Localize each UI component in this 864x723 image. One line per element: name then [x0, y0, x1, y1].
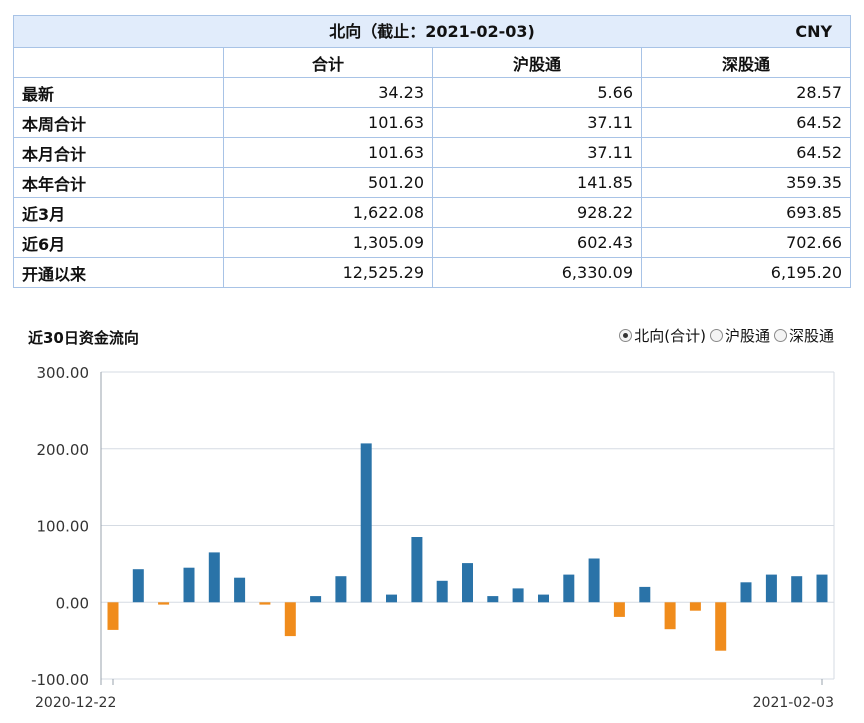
row-label: 近6月 — [13, 227, 224, 258]
chart-title: 近30日资金流向 — [28, 329, 139, 347]
row-label: 近3月 — [13, 197, 224, 228]
x-start-label: 2020-12-22 — [35, 695, 116, 711]
cell-sz: 359.35 — [640, 167, 852, 198]
radio-label: 深股通 — [788, 327, 834, 345]
bar[interactable] — [259, 602, 271, 605]
bar[interactable] — [360, 443, 372, 603]
cell-total: 1,305.09 — [223, 227, 433, 258]
bar[interactable] — [386, 594, 397, 603]
cell-total: 34.23 — [223, 77, 433, 108]
bar[interactable] — [462, 563, 473, 603]
bar[interactable] — [132, 569, 144, 603]
summary-header-row: 北向（截止：2021-02-03) CNY — [12, 15, 852, 48]
bar[interactable] — [765, 574, 777, 603]
bar[interactable] — [613, 602, 625, 617]
chart-grid — [101, 371, 835, 680]
cell-sz: 64.52 — [640, 137, 852, 168]
currency-label: CNY — [795, 22, 833, 41]
radio-northbound-total[interactable]: 北向(合计) — [619, 325, 706, 346]
bar[interactable] — [689, 602, 701, 611]
table-row: 开通以来 12,525.29 6,330.09 6,195.20 — [13, 257, 852, 288]
table-row: 本年合计 501.20 141.85 359.35 — [13, 167, 852, 198]
bar[interactable] — [158, 602, 170, 605]
bar[interactable] — [335, 576, 347, 603]
summary-table: 北向（截止：2021-02-03) CNY 合计 沪股通 深股通 最新 34.2… — [12, 15, 852, 288]
bar[interactable] — [284, 602, 296, 637]
row-label: 最新 — [13, 77, 224, 108]
row-label: 本月合计 — [13, 137, 224, 168]
cell-sh: 37.11 — [432, 137, 642, 168]
bar[interactable] — [234, 577, 246, 603]
bar[interactable] — [816, 574, 828, 603]
row-label: 开通以来 — [13, 257, 224, 288]
radio-unselected-icon[interactable] — [709, 329, 723, 342]
bar[interactable] — [310, 596, 322, 603]
y-tick-label: 200.00 — [37, 441, 90, 459]
column-header-row: 合计 沪股通 深股通 — [13, 47, 852, 78]
cell-total: 101.63 — [223, 137, 433, 168]
radio-shenzhen-connect[interactable]: 深股通 — [773, 325, 834, 346]
y-axis: 300.00 200.00 100.00 0.00 -100.00 — [31, 364, 102, 689]
fund-flow-chart: 300.00 200.00 100.00 0.00 -100.00 2020-12-22… — [31, 364, 835, 711]
summary-title: 北向（截止：2021-02-03) — [329, 22, 535, 41]
cell-sz: 28.57 — [640, 77, 852, 108]
y-tick-label: 100.00 — [37, 518, 90, 536]
cell-total: 501.20 — [223, 167, 433, 198]
bar[interactable] — [588, 558, 600, 603]
bar[interactable] — [639, 586, 651, 603]
cell-sh: 602.43 — [432, 227, 642, 258]
cell-sh: 6,330.09 — [432, 257, 642, 288]
radio-selected-icon[interactable] — [619, 329, 633, 342]
bar[interactable] — [715, 602, 727, 651]
column-header-sz: 深股通 — [640, 47, 852, 78]
bar[interactable] — [208, 552, 220, 603]
bar[interactable] — [791, 576, 803, 603]
column-header-sh: 沪股通 — [432, 47, 642, 78]
table-row: 本月合计 101.63 37.11 64.52 — [13, 137, 852, 168]
table-row: 本周合计 101.63 37.11 64.52 — [13, 107, 852, 138]
bar[interactable] — [411, 537, 423, 603]
x-axis: 2020-12-22 2021-02-03 — [35, 679, 834, 711]
bar[interactable] — [183, 567, 195, 603]
cell-sh: 928.22 — [432, 197, 642, 228]
radio-label: 沪股通 — [724, 327, 770, 345]
radio-shanghai-connect[interactable]: 沪股通 — [709, 325, 770, 346]
x-end-label: 2021-02-03 — [753, 695, 834, 711]
cell-sh: 141.85 — [432, 167, 642, 198]
row-label: 本周合计 — [13, 107, 224, 138]
cell-sh: 37.11 — [432, 107, 642, 138]
row-label: 本年合计 — [13, 167, 224, 198]
cell-total: 101.63 — [223, 107, 433, 138]
table-row: 最新 34.23 5.66 28.57 — [13, 77, 852, 108]
bar[interactable] — [107, 602, 119, 630]
y-tick-label: -100.00 — [31, 671, 89, 689]
bar[interactable] — [664, 602, 676, 630]
radio-label: 北向(合计) — [634, 327, 706, 345]
series-selector: 北向(合计) 沪股通 深股通 — [619, 325, 834, 346]
bar[interactable] — [563, 574, 575, 603]
bar-series — [107, 443, 828, 651]
cell-total: 12,525.29 — [223, 257, 433, 288]
cell-sz: 693.85 — [640, 197, 852, 228]
table-row: 近3月 1,622.08 928.22 693.85 — [13, 197, 852, 228]
bar[interactable] — [512, 588, 524, 603]
cell-sz: 64.52 — [640, 107, 852, 138]
column-header-empty — [13, 47, 224, 78]
bar[interactable] — [538, 594, 549, 603]
cell-sh: 5.66 — [432, 77, 642, 108]
cell-total: 1,622.08 — [223, 197, 433, 228]
cell-sz: 6,195.20 — [640, 257, 852, 288]
bar[interactable] — [436, 580, 448, 603]
bar[interactable] — [487, 596, 499, 603]
table-row: 近6月 1,305.09 602.43 702.66 — [13, 227, 852, 258]
y-tick-label: 300.00 — [37, 364, 90, 382]
bar[interactable] — [740, 582, 752, 603]
radio-unselected-icon[interactable] — [773, 329, 787, 342]
summary-header-cell: 北向（截止：2021-02-03) CNY — [12, 15, 852, 48]
y-tick-label: 0.00 — [56, 594, 89, 612]
cell-sz: 702.66 — [640, 227, 852, 258]
column-header-total: 合计 — [223, 47, 433, 78]
